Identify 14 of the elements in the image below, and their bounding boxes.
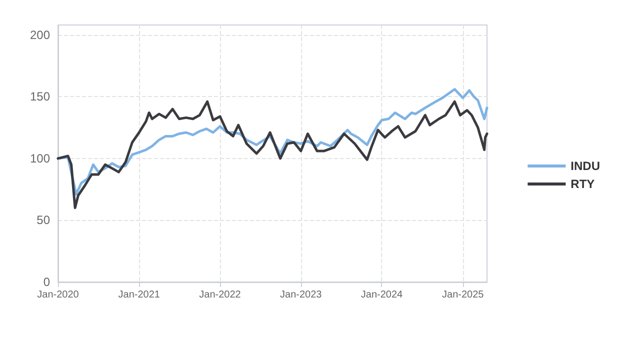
x-tick-label: Jan-2021 — [118, 290, 160, 300]
y-tick-label: 50 — [36, 213, 50, 228]
y-tick-label: 100 — [30, 151, 50, 166]
legend-label: RTY — [570, 177, 595, 191]
x-tick-label: Jan-2024 — [360, 290, 404, 300]
legend-label: INDU — [570, 159, 600, 173]
x-tick-label: Jan-2020 — [37, 290, 80, 300]
x-tick-label: Jan-2025 — [442, 290, 484, 300]
x-tick-label: Jan-2022 — [199, 290, 242, 300]
x-tick-label: Jan-2023 — [280, 290, 322, 300]
y-tick-label: 150 — [30, 90, 50, 104]
y-tick-label: 0 — [43, 275, 50, 289]
y-tick-label: 200 — [30, 28, 50, 42]
line-series — [56, 100, 488, 210]
